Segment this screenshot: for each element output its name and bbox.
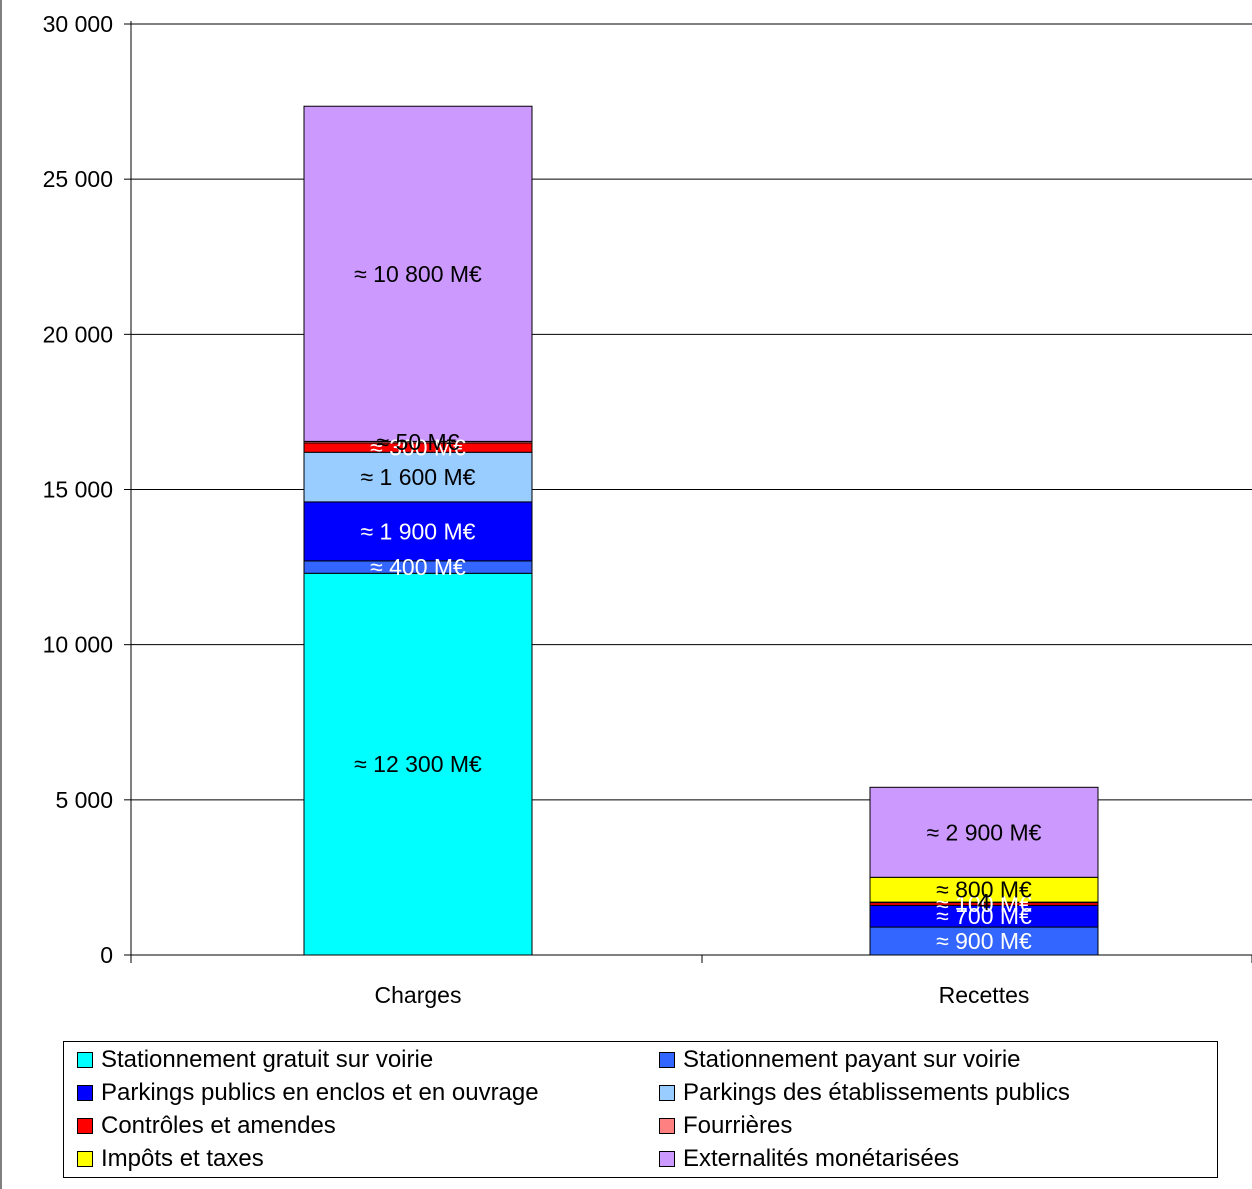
- y-tick-label: 5 000: [55, 787, 113, 813]
- legend-item: Contrôles et amendes: [77, 1112, 336, 1140]
- legend-item: Fourrières: [659, 1112, 792, 1140]
- data-label: ≈ 50 M€: [377, 429, 460, 455]
- legend-swatch: [659, 1085, 675, 1101]
- bar-segment: [869, 926, 1099, 956]
- x-tick-label: Recettes: [939, 982, 1030, 1008]
- legend-swatch: [77, 1052, 93, 1068]
- data-label: ≈ 800 M€: [936, 877, 1032, 903]
- data-label: ≈ 10 800 M€: [354, 261, 482, 287]
- y-tick-label: 30 000: [43, 11, 113, 37]
- data-labels: ≈ 12 300 M€ ≈ 400 M€ ≈ 1 900 M€ ≈ 1 600 M€ ≈…: [354, 261, 1042, 954]
- legend-label: Contrôles et amendes: [101, 1112, 336, 1139]
- bar-segment: [869, 786, 1099, 878]
- data-label: ≈ 100 M€: [936, 891, 1032, 917]
- y-tick-label: 0: [100, 942, 113, 968]
- bar-segment: [303, 451, 533, 503]
- legend-swatch: [77, 1085, 93, 1101]
- y-tick-label: 10 000: [43, 632, 113, 658]
- legend-item: Stationnement gratuit sur voirie: [77, 1046, 433, 1074]
- legend-item: Parkings des établissements publics: [659, 1079, 1070, 1107]
- legend-label: Parkings publics en enclos et en ouvrage: [101, 1079, 539, 1106]
- x-tick-label: Charges: [375, 982, 462, 1008]
- legend-swatch: [77, 1118, 93, 1134]
- legend-swatch: [77, 1151, 93, 1167]
- gridlines: [131, 23, 1252, 801]
- data-label: ≈ 400 M€: [370, 554, 466, 580]
- legend-item: Externalités monétarisées: [659, 1145, 959, 1173]
- data-label: ≈ 1 900 M€: [361, 518, 476, 544]
- legend-label: Stationnement gratuit sur voirie: [101, 1046, 434, 1073]
- bar-segment: [303, 105, 533, 442]
- legend-item: Stationnement payant sur voirie: [659, 1046, 1021, 1074]
- legend-label: Stationnement payant sur voirie: [683, 1046, 1021, 1073]
- data-label: ≈ 900 M€: [936, 928, 1032, 954]
- y-tick-label: 20 000: [43, 321, 113, 347]
- data-label: ≈ 1 600 M€: [361, 464, 476, 490]
- y-tick-label: 15 000: [43, 477, 113, 503]
- legend-swatch: [659, 1118, 675, 1134]
- data-label: ≈ 2 900 M€: [927, 819, 1042, 845]
- axes: 0 5 000 10 000 15 000 20 000 25 000 30 000 Char…: [43, 11, 1252, 1008]
- data-label: 4: [978, 889, 991, 915]
- legend-label: Parkings des établissements publics: [683, 1079, 1070, 1106]
- legend-item: Impôts et taxes: [77, 1145, 264, 1173]
- data-label: ≈ 300 M€: [370, 435, 466, 461]
- data-label: ≈ 700 M€: [936, 903, 1032, 929]
- legend-label: Impôts et taxes: [101, 1145, 264, 1172]
- legend-label: Externalités monétarisées: [683, 1145, 960, 1172]
- legend-item: Parkings publics en enclos et en ouvrage: [77, 1079, 539, 1107]
- bar-segment: [303, 501, 533, 562]
- legend-label: Fourrières: [683, 1112, 793, 1139]
- legend-swatch: [659, 1151, 675, 1167]
- legend-swatch: [659, 1052, 675, 1068]
- data-label: ≈ 12 300 M€: [354, 751, 482, 777]
- chart-legend: Stationnement gratuit sur voirie Station…: [63, 1041, 1218, 1178]
- bars: [303, 105, 1099, 956]
- y-tick-label: 25 000: [43, 166, 113, 192]
